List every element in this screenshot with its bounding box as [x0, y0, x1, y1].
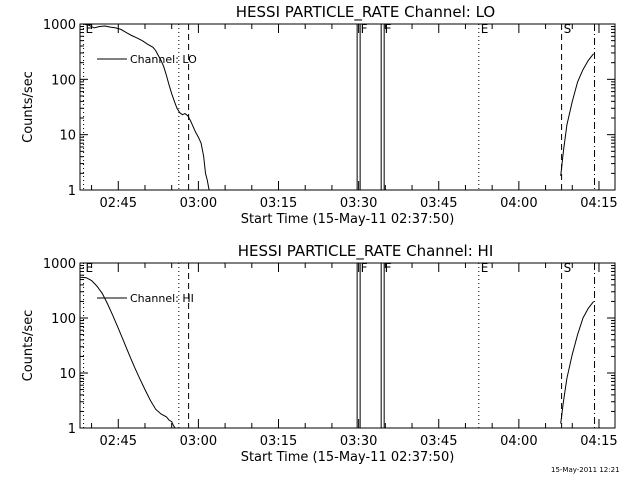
event-marker-label: F [361, 261, 368, 275]
y-tick-label: 100 [51, 312, 76, 327]
x-tick-label: 03:00 [180, 434, 217, 449]
event-marker-label: F [385, 22, 392, 36]
x-tick-label: 04:15 [580, 434, 617, 449]
event-marker-label: S [564, 22, 572, 36]
event-marker-label: E [481, 261, 489, 275]
x-tick-label: 04:00 [500, 196, 537, 211]
plot-stamp: 15-May-2011 12:21 [551, 466, 620, 474]
event-marker-label: S [564, 261, 572, 275]
data-series-line [560, 53, 594, 176]
y-tick-label: 100 [51, 73, 76, 88]
x-tick-label: 03:15 [260, 434, 297, 449]
x-tick-label: 03:15 [260, 196, 297, 211]
x-axis-label: Start Time (15-May-11 02:37:50) [241, 450, 455, 465]
event-marker-label: E [86, 261, 94, 275]
chart-title: HESSI PARTICLE_RATE Channel: HI [238, 242, 494, 261]
x-tick-label: 03:30 [340, 196, 377, 211]
event-marker-label: E [86, 22, 94, 36]
legend-label: Channel: LO [130, 53, 197, 66]
y-tick-label: 1 [68, 422, 76, 437]
data-series-line [79, 276, 176, 429]
event-marker-label: F [385, 261, 392, 275]
plot-frame [79, 23, 616, 191]
chart-panel-2: HESSI PARTICLE_RATE Channel: HI Counts/se… [21, 242, 618, 465]
chart-title: HESSI PARTICLE_RATE Channel: LO [236, 3, 495, 22]
x-tick-label: 03:30 [340, 434, 377, 449]
y-axis-label: Counts/sec [21, 71, 36, 143]
y-axis-label: Counts/sec [21, 310, 36, 382]
x-axis-label: Start Time (15-May-11 02:37:50) [241, 212, 455, 227]
legend-label: Channel: HI [130, 292, 194, 305]
event-marker-label: F [361, 22, 368, 36]
x-tick-label: 03:00 [180, 196, 217, 211]
data-series-line [80, 23, 210, 191]
x-tick-label: 04:15 [580, 196, 617, 211]
x-tick-label: 02:45 [100, 196, 137, 211]
y-tick-label: 10 [59, 129, 76, 144]
chart-panel-1: HESSI PARTICLE_RATE Channel: LO Counts/se… [21, 3, 618, 227]
x-tick-label: 04:00 [500, 434, 537, 449]
x-tick-label: 02:45 [100, 434, 137, 449]
y-tick-label: 1000 [43, 257, 76, 272]
plot-frame [79, 262, 616, 429]
data-series-line [560, 301, 594, 424]
event-marker-label: E [481, 22, 489, 36]
x-tick-label: 03:45 [420, 196, 457, 211]
y-tick-label: 10 [59, 367, 76, 382]
y-tick-label: 1 [68, 184, 76, 199]
x-tick-label: 03:45 [420, 434, 457, 449]
y-tick-label: 1000 [43, 18, 76, 33]
